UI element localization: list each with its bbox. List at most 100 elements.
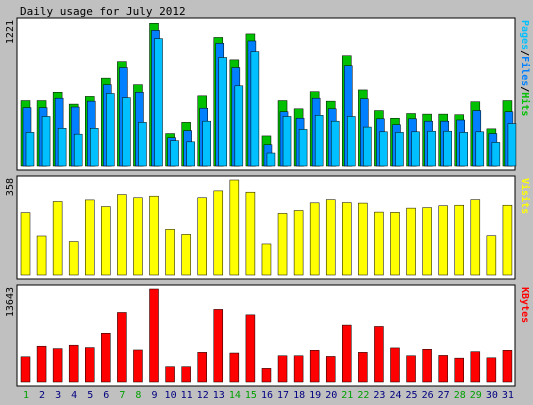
bar-kbytes — [229, 352, 240, 383]
bar-kbytes — [52, 348, 63, 383]
x-tick-label: 14 — [229, 390, 241, 401]
bar-kbytes — [438, 355, 448, 383]
bar-pages — [314, 115, 324, 167]
x-tick-label: 23 — [373, 390, 385, 401]
bar-visits — [20, 212, 31, 276]
x-tick-label: 9 — [152, 390, 158, 401]
bar-visits — [309, 202, 320, 276]
bar-visits — [422, 207, 432, 276]
bar-kbytes — [20, 356, 31, 383]
x-tick-label: 11 — [181, 390, 193, 401]
bar-kbytes — [213, 309, 224, 383]
bar-kbytes — [101, 333, 111, 383]
bar-pages — [73, 133, 83, 167]
x-tick-label: 4 — [71, 390, 77, 401]
x-tick-label: 28 — [454, 390, 466, 401]
bar-kbytes — [486, 357, 497, 383]
bar-kbytes — [470, 351, 481, 383]
bar-kbytes — [165, 366, 175, 383]
bar-kbytes — [406, 355, 416, 383]
bar-visits — [502, 204, 513, 276]
bar-pages — [218, 57, 228, 167]
bar-pages — [90, 128, 99, 167]
legend: Visits — [519, 178, 531, 214]
bar-pages — [411, 131, 420, 167]
bar-pages — [347, 116, 356, 167]
chart-panel-3: 13643 KBytes — [5, 284, 530, 387]
bar-visits — [213, 190, 224, 276]
bar-visits — [438, 205, 448, 276]
legend-entry: Hits — [519, 92, 531, 116]
x-tick-label: 20 — [325, 390, 337, 401]
bar-kbytes — [181, 366, 191, 383]
bar-visits — [277, 213, 288, 276]
chart-title: Daily usage for July 2012 — [20, 5, 186, 18]
x-tick-label: 24 — [389, 390, 401, 401]
bar-visits — [293, 210, 304, 276]
bar-kbytes — [422, 349, 432, 383]
y-max-label: 1221 — [5, 20, 16, 44]
x-tick-label: 18 — [293, 390, 305, 401]
legend-entry: KBytes — [519, 287, 530, 323]
bar-kbytes — [325, 356, 336, 383]
bar-pages — [266, 152, 276, 167]
legend: Pages/Files/Hits — [519, 20, 531, 116]
bar-visits — [52, 201, 63, 276]
y-max-label: 358 — [5, 178, 16, 196]
x-tick-label: 31 — [502, 390, 514, 401]
bar-visits — [486, 235, 497, 276]
x-axis-labels: 1 2 3 4 5 6 7 8 9 10 11 12 13 14 15 16 17 18 19 20 21 22 23 24 2… — [23, 390, 514, 401]
bar-pages — [379, 131, 388, 167]
bar-visits — [470, 199, 481, 276]
bar-pages — [25, 132, 35, 167]
bar-visits — [358, 202, 368, 276]
bar-visits — [117, 194, 127, 276]
x-tick-label: 6 — [103, 390, 109, 401]
x-tick-label: 21 — [341, 390, 353, 401]
bar-pages — [395, 132, 404, 167]
bar-pages — [202, 120, 211, 167]
bar-pages — [443, 130, 452, 167]
bar-kbytes — [261, 368, 272, 383]
bar-pages — [186, 141, 195, 167]
bar-kbytes — [342, 324, 352, 383]
x-tick-label: 17 — [277, 390, 289, 401]
x-tick-label: 2 — [39, 390, 45, 401]
bar-kbytes — [117, 312, 127, 383]
bar-pages — [330, 120, 340, 167]
bar-pages — [106, 93, 115, 167]
bar-kbytes — [309, 350, 320, 383]
bar-kbytes — [133, 349, 143, 383]
bar-visits — [149, 195, 159, 276]
bar-visits — [197, 197, 207, 276]
bar-visits — [390, 212, 400, 276]
bar-kbytes — [68, 344, 79, 383]
legend-entry: / — [519, 86, 530, 92]
bar-visits — [325, 199, 336, 276]
x-tick-label: 7 — [119, 390, 125, 401]
bar-visits — [181, 234, 191, 276]
chart-panel-2: 358 Visits — [5, 175, 531, 280]
x-tick-label: 22 — [357, 390, 369, 401]
bar-kbytes — [293, 355, 304, 383]
bar-pages — [57, 128, 67, 167]
bar-pages — [138, 122, 147, 167]
x-tick-label: 15 — [245, 390, 257, 401]
bar-pages — [427, 130, 436, 167]
bar-kbytes — [36, 345, 47, 383]
x-tick-label: 27 — [438, 390, 450, 401]
bar-kbytes — [277, 355, 288, 383]
bar-pages — [282, 116, 292, 167]
bar-kbytes — [245, 314, 256, 383]
bar-kbytes — [502, 350, 513, 383]
bar-pages — [250, 51, 260, 167]
bar-pages — [122, 97, 131, 167]
bar-visits — [245, 191, 256, 276]
bar-visits — [133, 197, 143, 276]
bar-visits — [261, 243, 272, 276]
bar-kbytes — [358, 352, 368, 383]
bar-visits — [85, 199, 95, 276]
x-tick-label: 5 — [87, 390, 93, 401]
x-tick-label: 10 — [165, 390, 177, 401]
